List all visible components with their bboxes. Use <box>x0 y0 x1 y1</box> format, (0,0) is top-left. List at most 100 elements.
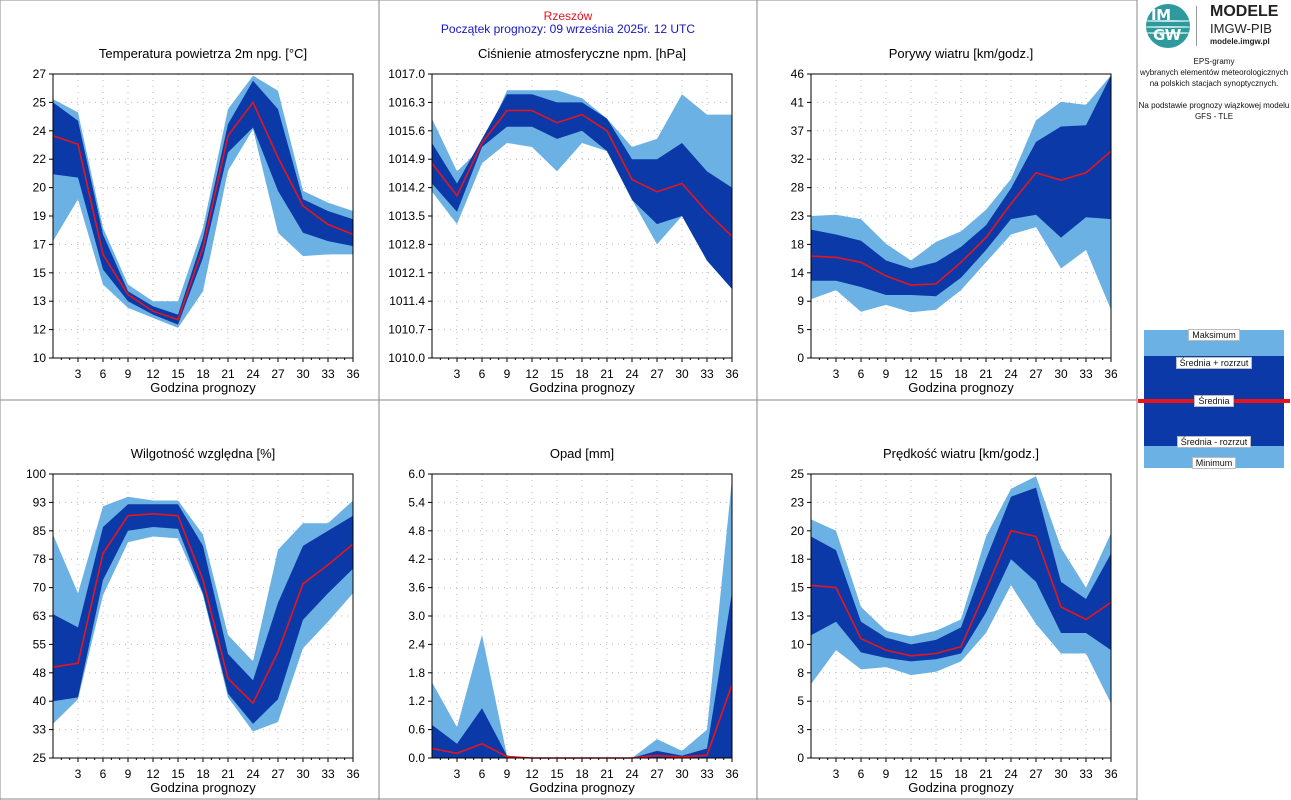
y-tick-label: 13 <box>791 609 805 623</box>
y-tick-label: 23 <box>791 495 805 509</box>
x-tick-label: 6 <box>479 367 486 381</box>
x-tick-label: 12 <box>525 767 539 781</box>
x-tick-label: 27 <box>650 367 664 381</box>
legend-mean-minus-label: Średnia - rozrzut <box>1176 436 1252 448</box>
y-tick-label: 20 <box>33 181 47 195</box>
y-tick-label: 4.2 <box>408 552 425 566</box>
y-tick-label: 12 <box>33 323 47 337</box>
x-tick-label: 27 <box>650 767 664 781</box>
legend-mean-plus-label: Średnia + rozrzut <box>1175 357 1253 369</box>
y-tick-label: 70 <box>33 581 47 595</box>
x-tick-label: 6 <box>479 767 486 781</box>
x-tick-label: 30 <box>296 767 310 781</box>
info-line: na polskich stacjach synoptycznych. <box>1149 79 1279 88</box>
band-spread <box>811 487 1111 662</box>
x-tick-label: 3 <box>75 767 82 781</box>
x-tick-label: 3 <box>454 767 461 781</box>
x-tick-label: 9 <box>125 767 132 781</box>
band-spread <box>811 75 1111 297</box>
x-tick-label: 36 <box>725 767 739 781</box>
y-tick-label: 1014.9 <box>388 152 425 166</box>
y-tick-label: 17 <box>33 237 47 251</box>
y-tick-label: 1016.3 <box>388 95 425 109</box>
x-tick-label: 6 <box>858 367 865 381</box>
x-tick-label: 27 <box>1029 367 1043 381</box>
x-tick-label: 36 <box>725 367 739 381</box>
y-tick-label: 9 <box>797 294 804 308</box>
brand-url: modele.imgw.pl <box>1210 37 1270 46</box>
y-tick-label: 1012.1 <box>388 266 425 280</box>
y-tick-label: 40 <box>33 694 47 708</box>
x-tick-label: 30 <box>1054 367 1068 381</box>
x-tick-label: 9 <box>504 367 511 381</box>
y-tick-label: 32 <box>791 152 805 166</box>
x-tick-label: 15 <box>171 367 185 381</box>
x-tick-label: 12 <box>904 767 918 781</box>
x-tick-label: 9 <box>504 767 511 781</box>
y-tick-label: 4.8 <box>408 524 425 538</box>
x-tick-label: 6 <box>858 767 865 781</box>
x-tick-label: 15 <box>929 367 943 381</box>
y-tick-label: 25 <box>791 467 805 481</box>
y-tick-label: 5 <box>797 694 804 708</box>
y-tick-label: 1012.8 <box>388 237 425 251</box>
chart-5: 0.00.61.21.82.43.03.64.24.85.46.03 6 9 12 15… <box>408 446 739 795</box>
x-tick-label: 36 <box>346 367 360 381</box>
y-tick-label: 37 <box>791 124 805 138</box>
chart-title: Wilgotność względna [%] <box>131 446 276 461</box>
chart-2: 1010.0 1010.7 1011.4 1012.1 1012.8 1013.5 1014… <box>388 46 739 395</box>
x-tick-label: 30 <box>1054 767 1068 781</box>
y-tick-label: 6.0 <box>408 467 425 481</box>
mean-line <box>52 512 354 705</box>
y-tick-label: 41 <box>791 95 805 109</box>
x-tick-label: 12 <box>146 767 160 781</box>
mean-line <box>52 100 354 321</box>
x-tick-label: 12 <box>146 367 160 381</box>
y-tick-label: 85 <box>33 524 47 538</box>
y-tick-label: 14 <box>791 266 805 280</box>
legend-mean-label: Średnia <box>1194 395 1234 407</box>
y-tick-label: 63 <box>33 609 47 623</box>
y-tick-label: 78 <box>33 552 47 566</box>
y-tick-label: 18 <box>791 552 805 566</box>
y-tick-label: 25 <box>33 95 47 109</box>
x-axis-label: Godzina prognozy <box>150 380 256 395</box>
x-tick-label: 36 <box>1104 367 1118 381</box>
logo-text-top: IM <box>1151 6 1171 24</box>
y-tick-label: 3.0 <box>408 609 425 623</box>
x-tick-label: 33 <box>321 767 335 781</box>
x-axis-label: Godzina prognozy <box>908 380 1014 395</box>
x-tick-label: 21 <box>221 767 235 781</box>
x-tick-label: 15 <box>929 767 943 781</box>
brand-title: MODELE <box>1210 3 1279 20</box>
info-line: wybranych elementów meteorologicznych <box>1139 68 1289 77</box>
y-tick-label: 15 <box>33 266 47 280</box>
mean-line <box>431 109 733 237</box>
y-tick-label: 18 <box>791 237 805 251</box>
x-tick-label: 33 <box>700 767 714 781</box>
band-spread <box>53 504 353 724</box>
y-tick-label: 1010.0 <box>388 351 425 365</box>
x-axis-label: Godzina prognozy <box>908 780 1014 795</box>
x-axis-label: Godzina prognozy <box>150 780 256 795</box>
y-tick-label: 2.4 <box>408 637 425 651</box>
y-tick-label: 24 <box>33 124 47 138</box>
y-tick-label: 20 <box>791 524 805 538</box>
y-tick-label: 10 <box>791 637 805 651</box>
y-tick-label: 15 <box>791 581 805 595</box>
x-tick-label: 18 <box>954 767 968 781</box>
info-line: GFS - TLE <box>1194 112 1234 121</box>
x-tick-label: 27 <box>271 367 285 381</box>
y-tick-label: 28 <box>791 181 805 195</box>
x-tick-label: 6 <box>100 367 107 381</box>
x-tick-label: 27 <box>1029 767 1043 781</box>
x-tick-label: 30 <box>675 767 689 781</box>
y-tick-label: 27 <box>33 67 47 81</box>
band-spread <box>432 592 732 758</box>
x-tick-label: 24 <box>1004 367 1018 381</box>
x-tick-label: 9 <box>883 767 890 781</box>
info-line: EPS-gramy <box>1193 57 1235 66</box>
x-tick-label: 3 <box>833 367 840 381</box>
